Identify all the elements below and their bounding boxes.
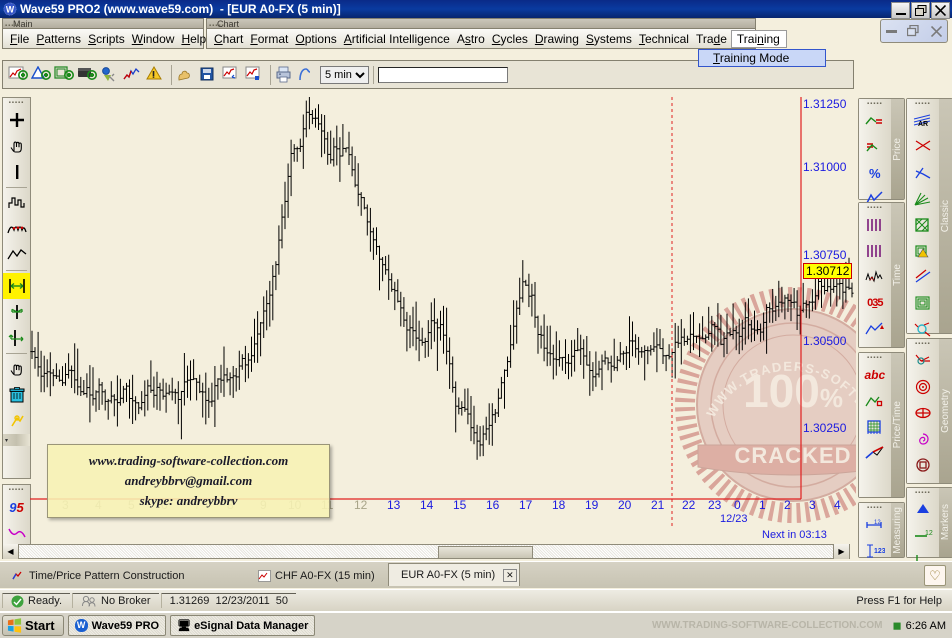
svg-text:AR: AR: [918, 121, 928, 128]
svg-text:WWW.TRADERS-SOFTWARE.COM: WWW.TRADERS-SOFTWARE.COM: [703, 359, 881, 431]
svg-text:W: W: [6, 5, 15, 15]
svg-text:123: 123: [874, 548, 885, 555]
svg-text:100%: 100%: [743, 365, 843, 417]
svg-text:CRACKED: CRACKED: [735, 443, 852, 468]
svg-text:12: 12: [874, 520, 881, 526]
svg-text:12: 12: [925, 530, 933, 537]
